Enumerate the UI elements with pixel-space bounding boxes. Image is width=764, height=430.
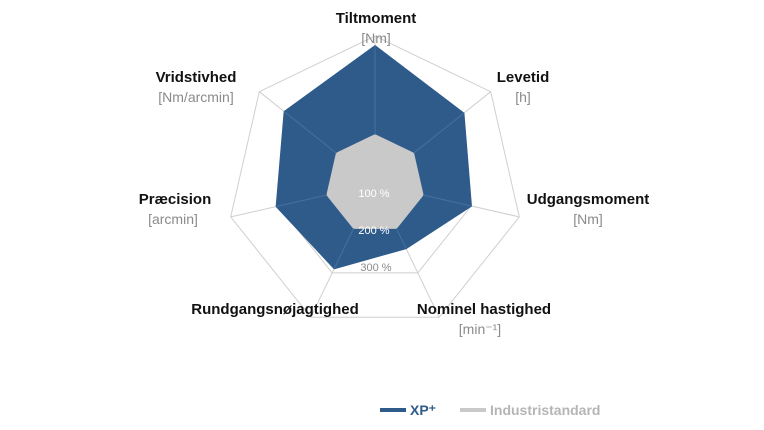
legend-label-industry: Industristandard bbox=[490, 402, 600, 418]
series-xp-spoke-6 bbox=[276, 194, 328, 207]
axis-unit-praecision: [arcmin] bbox=[148, 211, 198, 227]
axis-label-udgangsmoment: Udgangsmoment bbox=[527, 191, 650, 208]
axis-labels: Tiltmoment [Nm] Levetid [h] Udgangsmomen… bbox=[139, 10, 650, 337]
legend-swatch-xp bbox=[380, 408, 406, 412]
axis-unit-nominel-hastighed: [min⁻¹] bbox=[459, 321, 501, 337]
axis-label-levetid: Levetid bbox=[497, 69, 550, 86]
series-industry-area bbox=[326, 134, 424, 229]
axis-label-tiltmoment: Tiltmoment bbox=[336, 10, 417, 27]
series-xp-spoke-3 bbox=[422, 194, 472, 207]
axis-label-praecision: Præcision bbox=[139, 191, 212, 208]
legend-label-xp: XP⁺ bbox=[410, 402, 436, 418]
axis-label-vridstivhed: Vridstivhed bbox=[156, 69, 237, 86]
ring-label-200: 200 % bbox=[358, 225, 389, 237]
legend-swatch-industry bbox=[460, 408, 486, 412]
series-xp-spoke-2 bbox=[413, 112, 465, 154]
axis-unit-udgangsmoment: [Nm] bbox=[573, 211, 603, 227]
axis-unit-tiltmoment: [Nm] bbox=[361, 30, 391, 46]
axis-label-rundgangsnojagtighed: Rundgangsnøjagtighed bbox=[191, 301, 358, 318]
series-xp-spoke-5 bbox=[333, 228, 355, 269]
axis-label-nominel-hastighed: Nominel hastighed bbox=[417, 301, 551, 318]
series-xp-spoke-7 bbox=[284, 111, 337, 154]
ring-labels: 100 % 200 % 300 % bbox=[358, 188, 391, 274]
ring-label-300: 300 % bbox=[360, 262, 391, 274]
axis-unit-vridstivhed: [Nm/arcmin] bbox=[158, 89, 233, 105]
axis-unit-levetid: [h] bbox=[515, 89, 531, 105]
ring-label-100: 100 % bbox=[358, 188, 389, 200]
series-xp-spoke-4 bbox=[395, 228, 407, 249]
radar-series bbox=[275, 44, 472, 270]
legend: XP⁺ Industristandard bbox=[380, 402, 600, 418]
grid-ring-3 bbox=[230, 35, 520, 318]
